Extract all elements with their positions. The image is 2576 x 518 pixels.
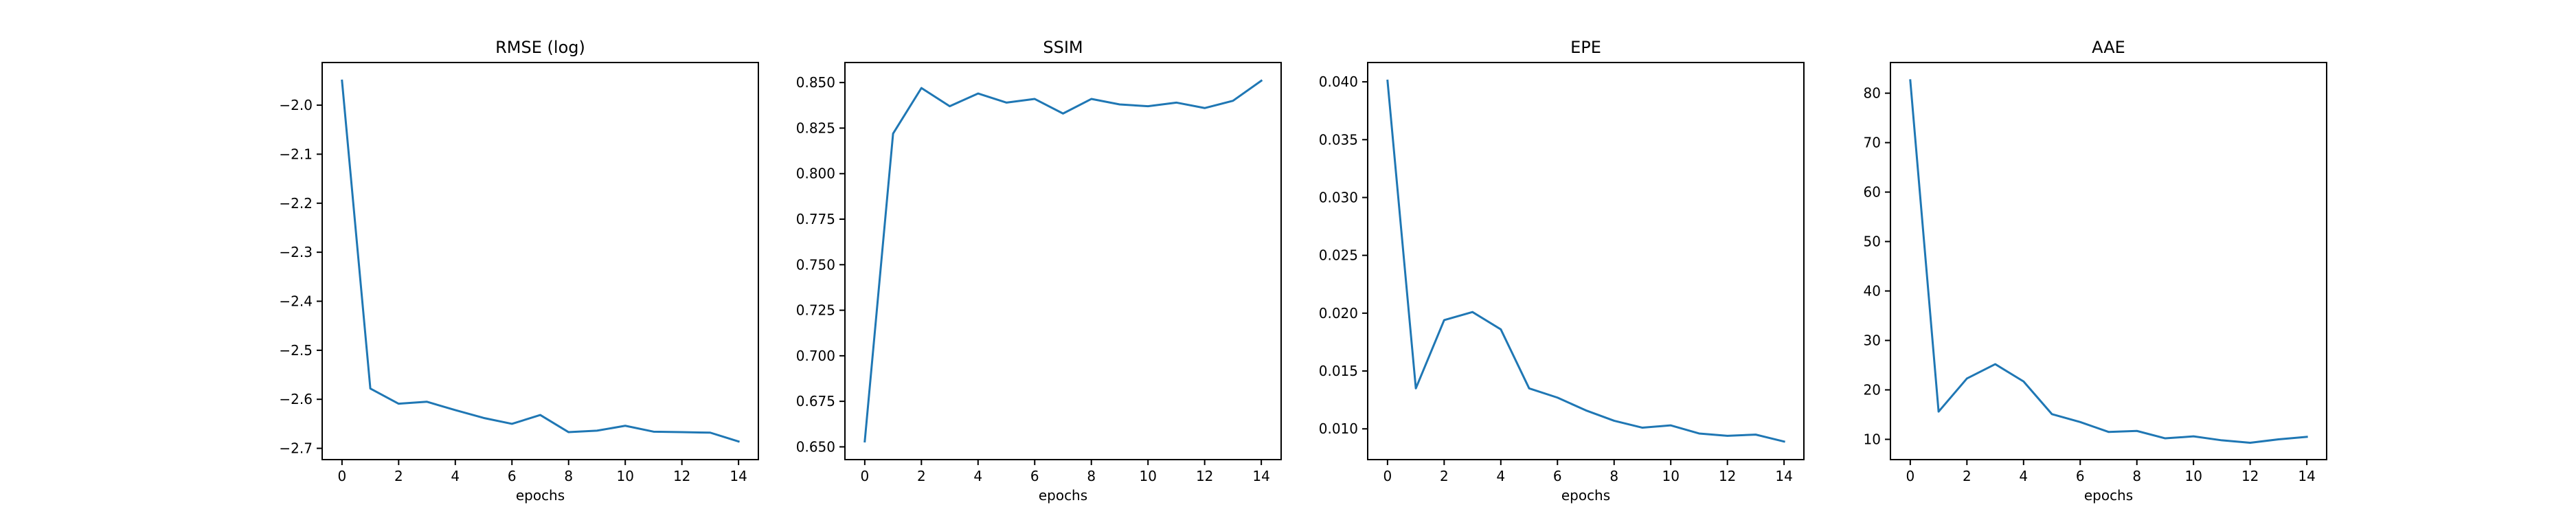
y-tick-label: 0.030: [1319, 189, 1358, 205]
y-tick-label: 0.700: [796, 348, 835, 364]
y-tick-label: 80: [1864, 85, 1881, 102]
x-tick-label: 0: [860, 468, 869, 484]
x-tick-label: 8: [1609, 468, 1618, 484]
x-tick-label: 8: [564, 468, 573, 484]
y-tick-label: 0.010: [1319, 420, 1358, 437]
chart-title: AAE: [2092, 38, 2125, 57]
x-tick-label: 0: [1383, 468, 1392, 484]
axes-frame: [844, 62, 1282, 460]
y-tick-label: −2.2: [279, 195, 313, 212]
x-tick-label: 10: [1139, 468, 1156, 484]
series-line: [341, 79, 741, 443]
y-tick-label: 0.035: [1319, 131, 1358, 148]
x-axis-label: epochs: [1561, 487, 1610, 504]
x-tick-label: 2: [917, 468, 926, 484]
x-tick-label: 14: [2298, 468, 2315, 484]
y-tick-label: 20: [1864, 382, 1881, 398]
x-tick-label: 14: [1252, 468, 1269, 484]
y-tick-label: 30: [1864, 333, 1881, 349]
x-tick-label: 0: [1906, 468, 1914, 484]
y-tick-label: 0.825: [796, 120, 835, 136]
subplot-1: RMSE (log) 0 2 4 6 8 10 12 14 −2.0 −2.1 −2.2 −2.3 −2.…: [279, 38, 759, 504]
x-tick-label: 2: [1440, 468, 1449, 484]
y-tick-label: 0.040: [1319, 74, 1358, 90]
x-tick-label: 6: [1030, 468, 1039, 484]
axes-frame: [1367, 62, 1805, 460]
y-tick-label: −2.1: [279, 146, 313, 162]
x-tick-label: 6: [2076, 468, 2085, 484]
subplot-2: SSIM 0 2 4 6 8 10 12 14 0.650 0.675 0.700 0.725 0.750…: [796, 38, 1282, 504]
x-axis-label: epochs: [2084, 487, 2133, 504]
y-tick-label: 0.775: [796, 211, 835, 227]
y-tick-label: 50: [1864, 234, 1881, 250]
x-tick-label: 4: [2019, 468, 2028, 484]
x-tick-label: 4: [1496, 468, 1505, 484]
y-tick-label: 0.015: [1319, 363, 1358, 379]
subplot-3: EPE 0 2 4 6 8 10 12 14 0.010 0.015 0.020 0.025 0.030 0…: [1319, 38, 1805, 504]
x-tick-label: 2: [394, 468, 403, 484]
series-line: [1909, 79, 2308, 444]
axes-frame: [1890, 62, 2327, 460]
y-tick-label: 0.650: [796, 438, 835, 455]
x-tick-label: 10: [2184, 468, 2202, 484]
y-tick-label: −2.6: [279, 391, 313, 407]
y-tick-label: 0.675: [796, 393, 835, 409]
x-tick-label: 6: [1553, 468, 1562, 484]
x-axis-label: epochs: [1039, 487, 1087, 504]
chart-title: RMSE (log): [495, 38, 585, 57]
x-tick-label: 12: [1719, 468, 1736, 484]
x-tick-label: 6: [508, 468, 517, 484]
x-tick-label: 14: [730, 468, 747, 484]
x-tick-label: 2: [1963, 468, 1971, 484]
y-tick-label: 0.800: [796, 166, 835, 182]
x-tick-label: 4: [451, 468, 460, 484]
y-tick-label: −2.3: [279, 244, 313, 260]
y-tick-label: 40: [1864, 283, 1881, 300]
chart-title: EPE: [1570, 38, 1601, 57]
series-line: [863, 79, 1263, 443]
y-tick-label: 0.850: [796, 74, 835, 91]
y-tick-label: −2.4: [279, 293, 313, 310]
x-tick-label: 10: [1662, 468, 1679, 484]
x-tick-label: 0: [337, 468, 346, 484]
y-tick-label: 0.025: [1319, 247, 1358, 264]
y-tick-label: 10: [1864, 431, 1881, 447]
x-axis-label: epochs: [516, 487, 565, 504]
x-tick-label: 12: [1196, 468, 1213, 484]
x-tick-label: 8: [2132, 468, 2141, 484]
x-tick-label: 12: [673, 468, 690, 484]
y-tick-label: −2.5: [279, 342, 313, 359]
y-tick-label: 0.020: [1319, 305, 1358, 322]
y-tick-label: 60: [1864, 184, 1881, 201]
x-tick-label: 12: [2241, 468, 2259, 484]
x-tick-label: 14: [1775, 468, 1792, 484]
x-tick-label: 4: [973, 468, 982, 484]
x-tick-label: 8: [1087, 468, 1096, 484]
chart-title: SSIM: [1043, 38, 1083, 57]
series-line: [1386, 79, 1785, 443]
y-tick-label: 0.750: [796, 256, 835, 273]
y-tick-label: 70: [1864, 135, 1881, 151]
subplot-4: AAE 0 2 4 6 8 10 12 14 10 20 30 40 50 60 70 80 epochs: [1864, 38, 2327, 504]
y-tick-label: −2.7: [279, 440, 313, 457]
y-tick-label: −2.0: [279, 97, 313, 113]
y-tick-label: 0.725: [796, 302, 835, 319]
axes-frame: [321, 62, 759, 460]
x-tick-label: 10: [616, 468, 633, 484]
